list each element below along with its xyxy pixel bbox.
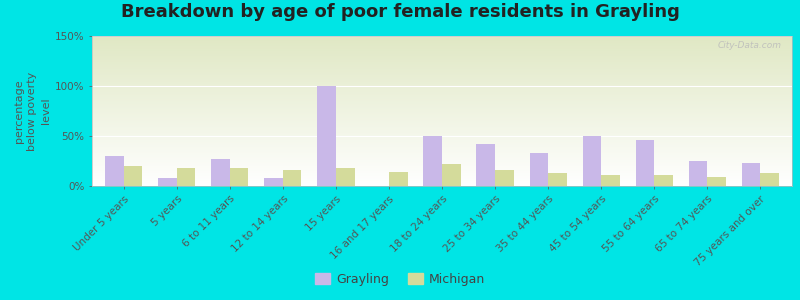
Text: City-Data.com: City-Data.com: [718, 40, 782, 50]
Bar: [442, 164, 461, 186]
Bar: [530, 153, 548, 186]
Bar: [635, 140, 654, 186]
Bar: [689, 161, 707, 186]
Bar: [211, 159, 230, 186]
Bar: [760, 173, 778, 186]
Bar: [423, 136, 442, 186]
Bar: [389, 172, 407, 186]
Text: Breakdown by age of poor female residents in Grayling: Breakdown by age of poor female resident…: [121, 3, 679, 21]
Bar: [707, 177, 726, 186]
Bar: [177, 168, 195, 186]
Bar: [495, 170, 514, 186]
Bar: [106, 156, 124, 186]
Bar: [336, 168, 354, 186]
Bar: [582, 136, 601, 186]
Bar: [230, 168, 249, 186]
Bar: [654, 175, 673, 186]
Bar: [477, 144, 495, 186]
Y-axis label: percentage
below poverty
level: percentage below poverty level: [14, 71, 50, 151]
Bar: [158, 178, 177, 186]
Bar: [601, 175, 620, 186]
Bar: [124, 166, 142, 186]
Bar: [264, 178, 283, 186]
Bar: [283, 170, 302, 186]
Legend: Grayling, Michigan: Grayling, Michigan: [310, 268, 490, 291]
Bar: [742, 163, 760, 186]
Bar: [548, 173, 566, 186]
Bar: [318, 86, 336, 186]
